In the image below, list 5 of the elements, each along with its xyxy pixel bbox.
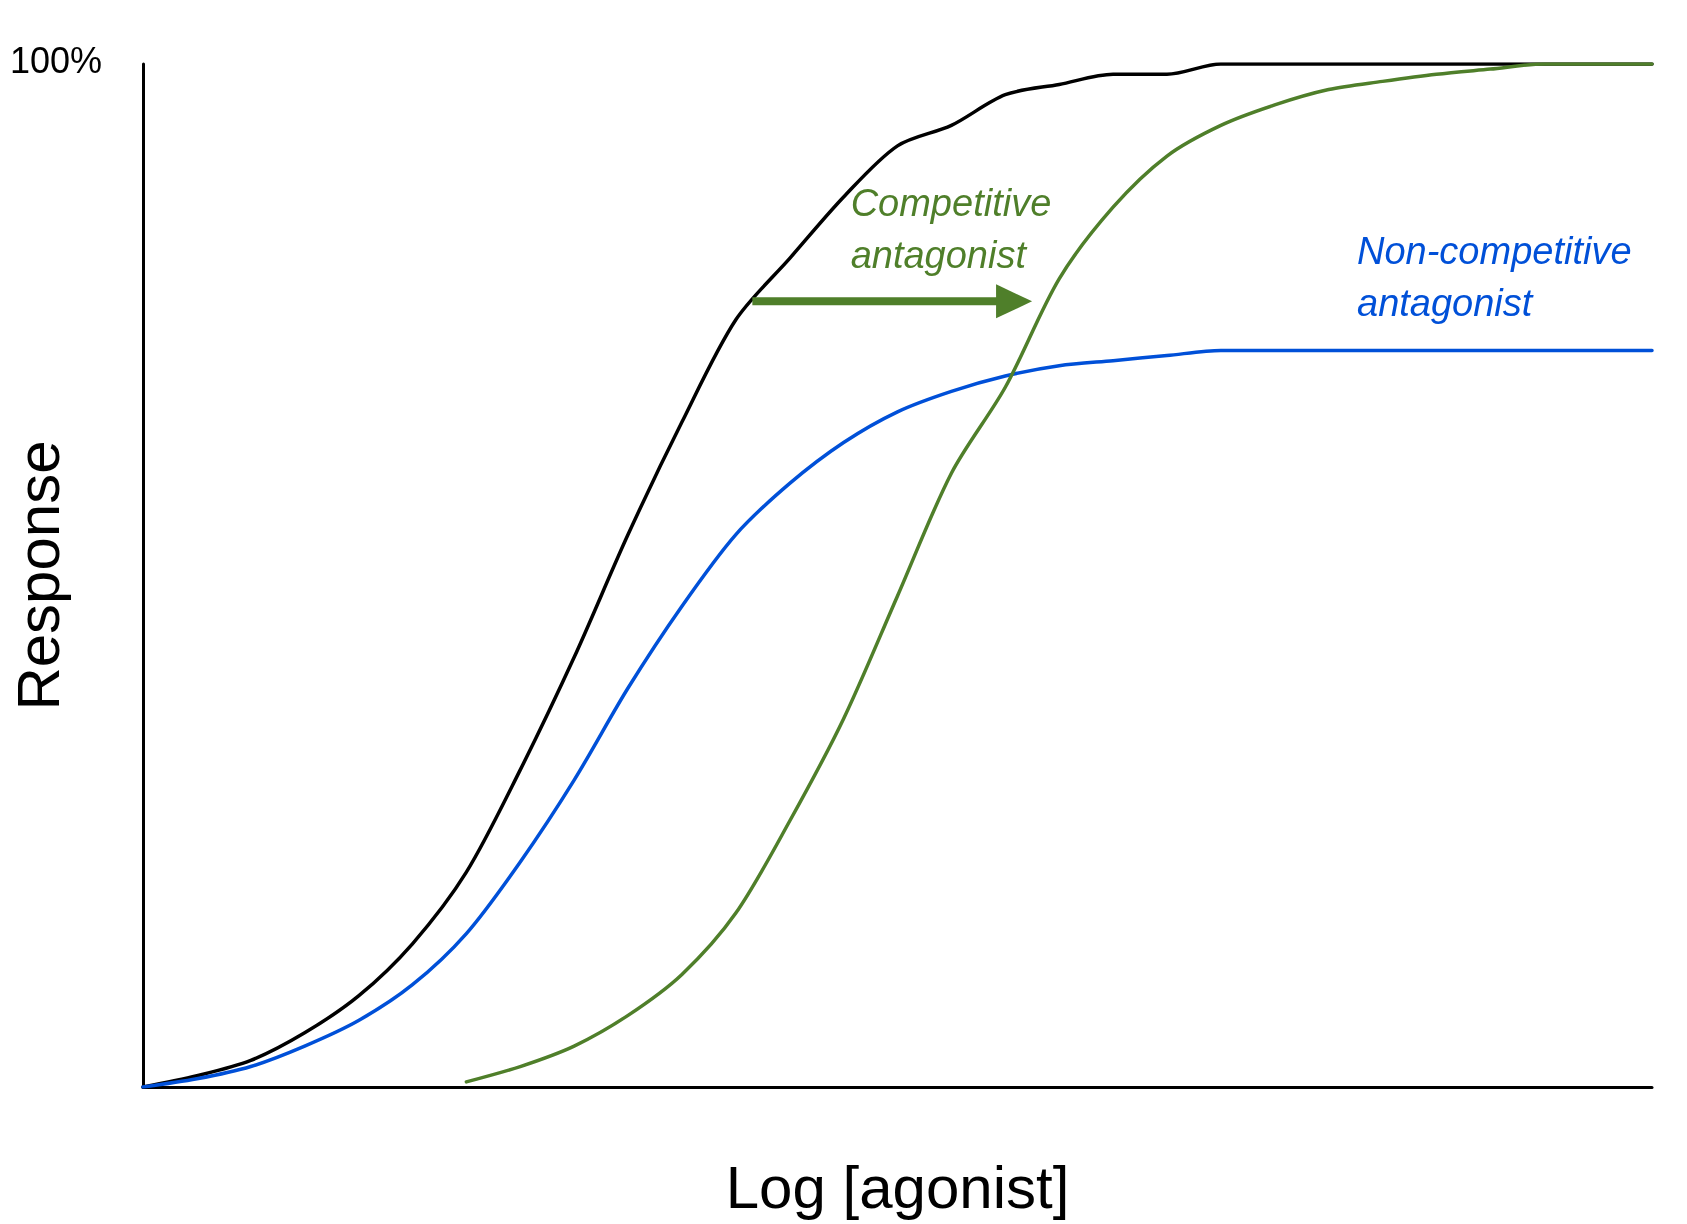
series-label: Competitive antagonist (850, 181, 1062, 276)
x-axis-title: Log [agonist] (725, 1153, 1070, 1221)
text: 100% (10, 39, 103, 81)
series-label: Non-competitive antagonist (1357, 230, 1643, 325)
y-axis-title: Response (4, 440, 72, 711)
